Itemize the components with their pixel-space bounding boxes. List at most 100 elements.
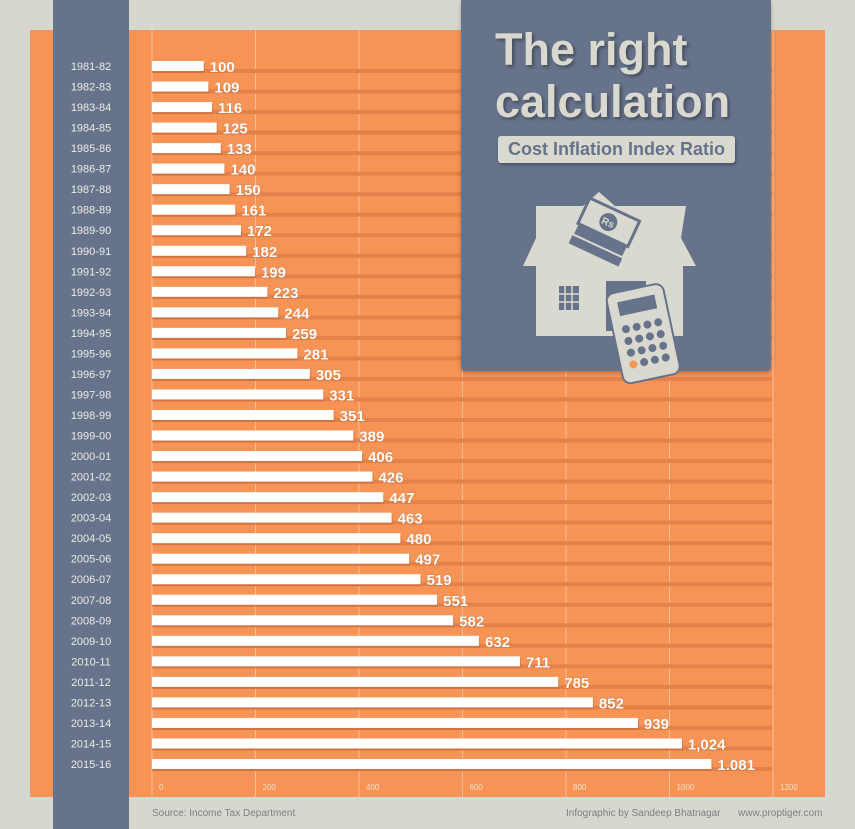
category-label: 1991-92 xyxy=(71,266,111,278)
category-label: 1985-86 xyxy=(71,143,111,155)
x-tick-label: 800 xyxy=(573,783,587,792)
bar xyxy=(152,184,230,195)
category-label: 1996-97 xyxy=(71,369,111,381)
bar xyxy=(152,533,401,544)
data-label: 447 xyxy=(389,490,414,507)
bar xyxy=(152,553,410,564)
x-tick-label: 200 xyxy=(263,783,277,792)
bar xyxy=(152,102,213,113)
bar xyxy=(152,122,217,133)
svg-text:Rs: Rs xyxy=(600,216,617,232)
data-label: 223 xyxy=(273,285,298,302)
data-label: 1.081 xyxy=(717,757,755,774)
house-money-calculator-icon: Rs xyxy=(523,192,696,385)
title-box: The right calculation Cost Inflation Ind… xyxy=(461,0,771,385)
data-label: 116 xyxy=(218,100,242,117)
bar xyxy=(152,594,438,605)
row-shadow-line xyxy=(152,561,772,566)
category-label: 2004-05 xyxy=(71,533,111,545)
category-label: 2011-12 xyxy=(71,677,111,689)
category-label: 1989-90 xyxy=(71,225,111,237)
category-label: 2005-06 xyxy=(71,554,111,566)
data-label: 331 xyxy=(329,387,354,404)
category-label: 1987-88 xyxy=(71,184,111,196)
data-label: 281 xyxy=(303,346,328,363)
category-label: 1988-89 xyxy=(71,205,111,217)
category-label: 2006-07 xyxy=(71,574,111,586)
bar xyxy=(152,430,354,441)
data-label: 1,024 xyxy=(688,736,726,753)
row-shadow-line xyxy=(152,397,772,402)
category-label: 2012-13 xyxy=(71,697,111,709)
row-shadow-line xyxy=(152,582,772,587)
data-label: 852 xyxy=(599,695,624,712)
website-link[interactable]: www.proptiger.com xyxy=(738,808,823,819)
category-label: 1990-91 xyxy=(71,246,111,258)
category-label: 1983-84 xyxy=(71,102,111,114)
category-label: 2007-08 xyxy=(71,595,111,607)
data-label: 497 xyxy=(415,552,440,569)
data-label: 259 xyxy=(292,326,317,343)
data-label: 172 xyxy=(247,223,272,240)
title-line-2: calculation xyxy=(495,76,731,127)
bar xyxy=(152,204,236,215)
data-label: 426 xyxy=(378,470,403,487)
data-label: 711 xyxy=(526,654,550,671)
row-shadow-line xyxy=(152,500,772,505)
data-label: 632 xyxy=(485,634,510,651)
data-label: 480 xyxy=(406,531,431,548)
data-label: 785 xyxy=(564,675,589,692)
bar xyxy=(152,143,221,154)
bar xyxy=(152,759,712,769)
bar xyxy=(152,286,268,297)
bar xyxy=(152,471,373,482)
category-label: 2010-11 xyxy=(71,656,111,668)
category-label: 1994-95 xyxy=(71,328,111,340)
category-label: 2002-03 xyxy=(71,492,111,504)
bar xyxy=(152,656,520,667)
bar xyxy=(152,635,480,646)
row-shadow-line xyxy=(152,541,772,546)
x-tick-label: 1000 xyxy=(677,783,695,792)
data-label: 140 xyxy=(230,162,255,179)
bar xyxy=(152,574,421,585)
category-label: 2015-16 xyxy=(71,759,111,771)
bar xyxy=(152,389,324,400)
bar xyxy=(152,266,255,277)
category-label: 1981-82 xyxy=(71,61,111,73)
category-label: 2008-09 xyxy=(71,615,111,627)
data-label: 463 xyxy=(398,511,423,528)
bar xyxy=(152,225,242,236)
data-label: 389 xyxy=(359,429,384,446)
data-label: 125 xyxy=(223,121,248,138)
data-label: 100 xyxy=(210,59,235,76)
category-strip xyxy=(53,0,129,829)
category-label: 1999-00 xyxy=(71,431,111,443)
data-label: 109 xyxy=(214,80,239,97)
data-label: 519 xyxy=(427,572,452,589)
data-label: 351 xyxy=(340,408,365,425)
bar xyxy=(152,245,247,256)
bar xyxy=(152,697,593,708)
row-shadow-line xyxy=(152,418,772,422)
x-tick-label: 400 xyxy=(366,783,380,792)
category-label: 2009-10 xyxy=(71,636,111,648)
category-label: 2013-14 xyxy=(71,718,111,730)
row-shadow-line xyxy=(152,459,772,464)
data-label: 199 xyxy=(261,264,286,281)
page-title: The right calculation xyxy=(495,24,730,128)
credit-note: Infographic by Sandeep Bhatnagar xyxy=(566,808,721,819)
bar xyxy=(152,327,287,338)
row-shadow-line xyxy=(152,376,772,381)
bar xyxy=(152,615,454,626)
data-label: 551 xyxy=(443,593,468,610)
data-label: 582 xyxy=(459,613,484,630)
category-label: 2001-02 xyxy=(71,472,111,484)
bar xyxy=(152,676,559,687)
x-tick-label: 0 xyxy=(159,783,164,792)
source-note: Source: Income Tax Department xyxy=(152,808,296,819)
bar xyxy=(152,348,298,359)
category-label: 2000-01 xyxy=(71,451,111,463)
category-label: 1993-94 xyxy=(71,307,111,319)
